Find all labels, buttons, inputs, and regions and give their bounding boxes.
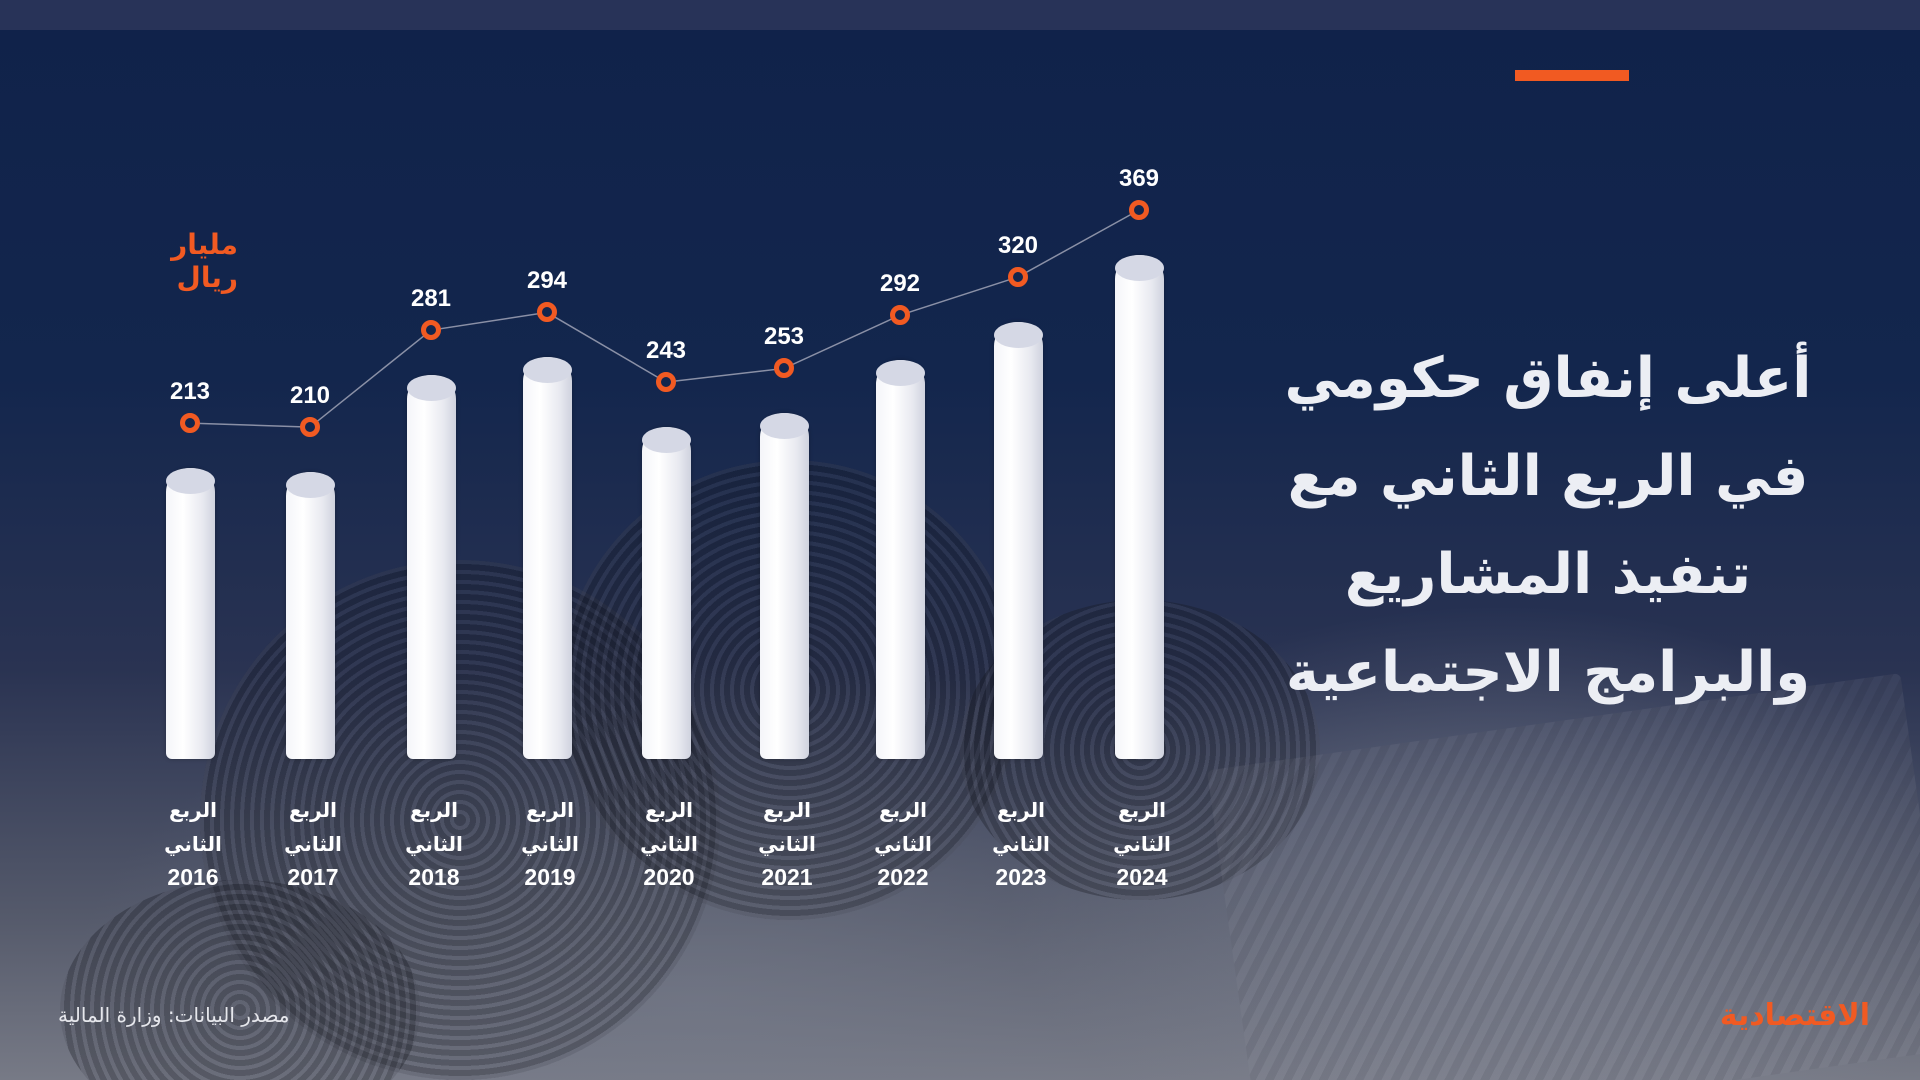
quarter-label: الربع (289, 798, 337, 822)
x-axis-label: الربع الثاني 2023 (966, 793, 1076, 893)
x-axis-label: الربع الثاني 2021 (732, 793, 842, 893)
quarter-ordinal-label: الثاني (758, 832, 816, 856)
quarter-label: الربع (997, 798, 1045, 822)
bar (641, 427, 691, 759)
x-axis-label: الربع الثاني 2019 (495, 793, 605, 893)
value-label: 320 (997, 231, 1039, 259)
quarter-label: الربع (879, 798, 927, 822)
bar (1114, 255, 1164, 759)
quarter-label: الربع (763, 798, 811, 822)
quarter-ordinal-label: الثاني (521, 832, 579, 856)
bar (759, 413, 809, 759)
value-label: 210 (289, 382, 331, 410)
year-label: 2022 (877, 864, 929, 890)
bar (285, 472, 335, 759)
x-axis-label: الربع الثاني 2017 (258, 793, 368, 893)
quarter-ordinal-label: الثاني (1113, 832, 1171, 856)
x-axis-label: الربع الثاني 2022 (848, 793, 958, 893)
value-label: 281 (410, 285, 452, 313)
value-label: 369 (1118, 165, 1160, 192)
data-source: مصدر البيانات: وزارة المالية (58, 1003, 290, 1027)
headline-line: تنفيذ المشاريع (1344, 542, 1752, 607)
data-point-marker (300, 417, 320, 438)
quarter-ordinal-label: الثاني (992, 832, 1050, 856)
quarter-ordinal-label: الثاني (164, 832, 222, 856)
bar (165, 468, 215, 759)
x-axis-label: الربع الثاني 2024 (1087, 793, 1197, 893)
publisher-logo: الاقتصادية (1719, 998, 1870, 1033)
quarter-label: الربع (410, 798, 458, 822)
year-label: 2019 (524, 864, 576, 890)
x-axis-label: الربع الثاني 2020 (614, 793, 724, 893)
data-point-marker (774, 358, 794, 379)
background-coins-image (60, 880, 420, 1080)
year-label: 2018 (408, 864, 460, 890)
data-point-marker (656, 372, 676, 393)
x-axis-label: الربع الثاني 2018 (379, 793, 489, 893)
headline-line: والبرامج الاجتماعية (1285, 640, 1811, 705)
data-point-marker (1008, 266, 1028, 287)
quarter-ordinal-label: الثاني (640, 832, 698, 856)
year-label: 2020 (643, 864, 695, 890)
year-label: 2024 (1116, 864, 1168, 890)
headline-line: في الربع الثاني مع (1287, 444, 1809, 509)
data-point-marker (180, 413, 200, 434)
data-point-marker (1129, 200, 1149, 220)
quarter-ordinal-label: الثاني (284, 832, 342, 856)
quarter-ordinal-label: الثاني (405, 832, 463, 856)
accent-bar (1515, 70, 1629, 81)
value-label: 253 (763, 323, 805, 351)
data-point-marker (537, 302, 557, 323)
x-axis-label: الربع الثاني 2016 (138, 793, 248, 893)
quarter-label: الربع (645, 798, 693, 822)
bar (993, 321, 1043, 759)
data-point-marker (421, 320, 441, 341)
top-band (0, 0, 1920, 30)
year-label: 2016 (167, 864, 219, 890)
headline-line: أعلى إنفاق حكومي (1284, 346, 1812, 411)
quarter-ordinal-label: الثاني (874, 832, 932, 856)
bar (406, 375, 456, 759)
data-point-marker (890, 305, 910, 326)
value-label: 292 (879, 270, 921, 298)
bar (875, 360, 925, 759)
bar-chart: 213 الربع الثاني 2016 210 الربع الثاني 2017 281 ا… (138, 165, 1197, 893)
quarter-label: الربع (169, 798, 217, 822)
quarter-label: الربع (526, 798, 574, 822)
year-label: 2021 (761, 864, 813, 890)
value-label: 243 (645, 337, 687, 365)
value-label: 213 (169, 378, 211, 406)
year-label: 2023 (995, 864, 1047, 890)
year-label: 2017 (287, 864, 339, 890)
quarter-label: الربع (1118, 798, 1166, 822)
value-label: 294 (526, 267, 568, 295)
bar (522, 357, 572, 759)
unit-label: مليار ريال (171, 228, 238, 294)
headline: أعلى إنفاق حكومي في الربع الثاني مع تنفي… (1228, 330, 1868, 722)
